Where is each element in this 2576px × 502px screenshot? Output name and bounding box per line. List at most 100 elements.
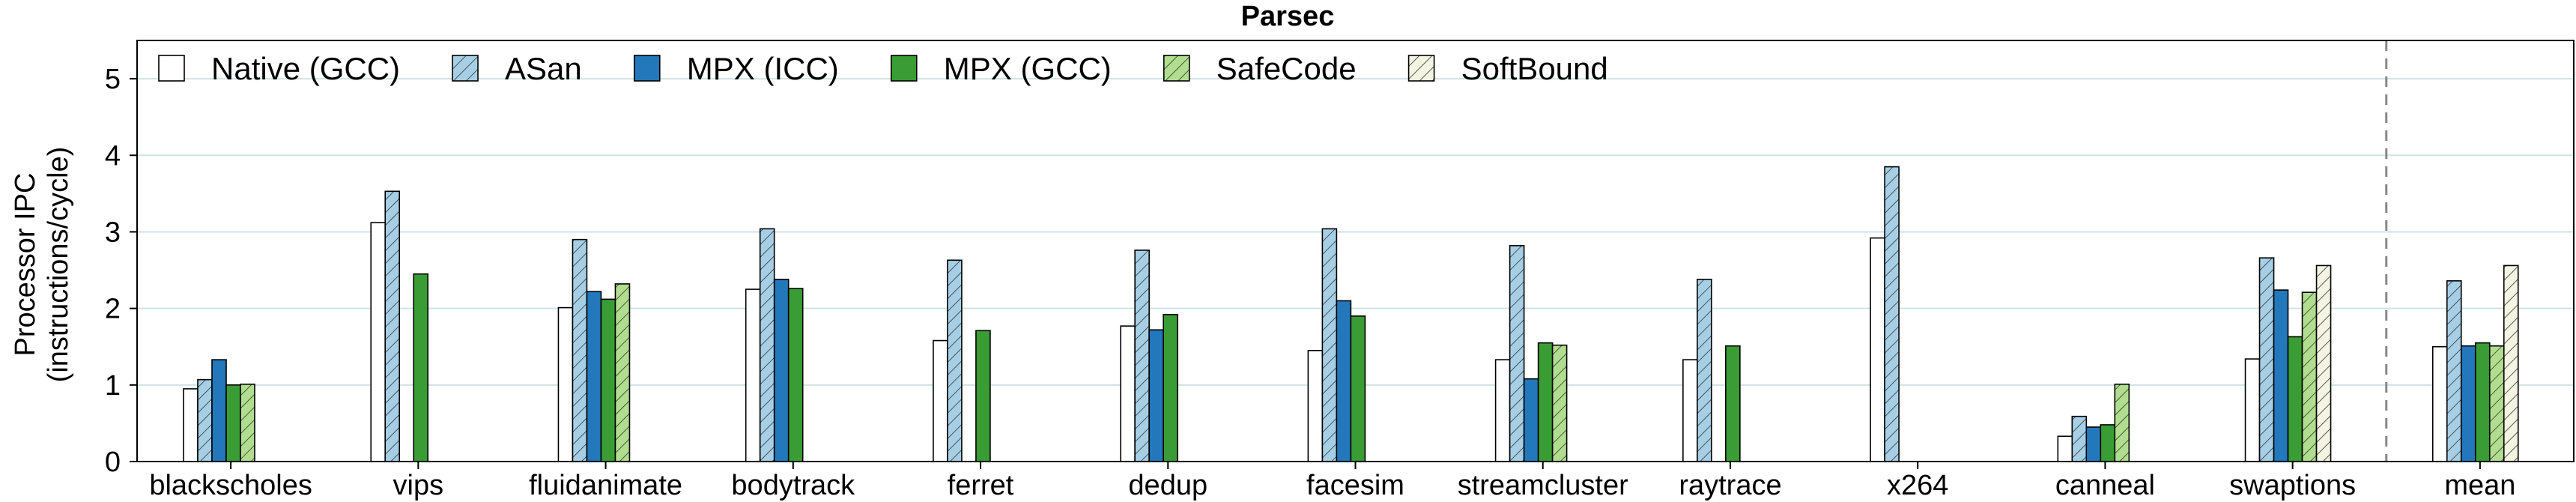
legend-item-mpx-icc: MPX (ICC) <box>633 51 839 86</box>
bar-facesim-native-gcc <box>1307 350 1324 462</box>
y-tick-label: 2 <box>105 294 121 325</box>
bar-mean-mpx-gcc <box>2474 342 2491 462</box>
bar-x264-asan <box>1884 166 1900 462</box>
x-tick-label: dedup <box>1128 470 1207 501</box>
bar-streamcluster-mpx-icc <box>1523 378 1539 462</box>
bar-vips-mpx-gcc <box>413 273 429 462</box>
bar-swaptions-asan <box>2258 257 2275 462</box>
bar-group-blackscholes <box>183 359 255 462</box>
bar-swaptions-mpx-icc <box>2273 289 2289 462</box>
bar-group-canneal <box>2057 383 2130 462</box>
legend-label: Native (GCC) <box>211 51 400 86</box>
legend-label: MPX (GCC) <box>944 51 1112 86</box>
bar-swaptions-safecode <box>2301 291 2318 462</box>
bar-canneal-asan <box>2071 415 2088 462</box>
y-tick-label: 5 <box>105 64 121 95</box>
x-tick-label: ferret <box>948 470 1014 501</box>
legend-item-native-gcc: Native (GCC) <box>158 51 400 86</box>
bar-mean-native-gcc <box>2431 345 2448 462</box>
bar-group-dedup <box>1120 250 1178 462</box>
bar-blackscholes-asan <box>197 378 213 462</box>
bar-fluidanimate-mpx-icc <box>586 291 602 462</box>
bar-group-x264 <box>1870 166 1900 462</box>
bar-bodytrack-mpx-icc <box>773 279 790 462</box>
bar-streamcluster-native-gcc <box>1494 359 1511 462</box>
legend-swatch <box>158 55 185 82</box>
x-tick-label: bodytrack <box>731 470 855 501</box>
y-tick-label: 1 <box>105 370 121 402</box>
y-axis-label-line2: (instructions/cycle) <box>43 147 74 383</box>
y-tick-label: 3 <box>105 217 121 248</box>
bar-group-swaptions <box>2244 257 2332 462</box>
bar-group-streamcluster <box>1494 245 1568 462</box>
bar-fluidanimate-native-gcc <box>557 306 574 462</box>
bar-bodytrack-asan <box>759 228 775 462</box>
legend-label: SafeCode <box>1216 51 1357 86</box>
bar-ferret-mpx-gcc <box>975 330 991 462</box>
bar-bodytrack-mpx-gcc <box>787 288 804 462</box>
y-axis-label: Processor IPC (instructions/cycle) <box>10 147 74 383</box>
bar-dedup-mpx-icc <box>1148 329 1164 462</box>
x-tick-label: x264 <box>1887 470 1948 501</box>
bar-blackscholes-mpx-icc <box>211 359 227 462</box>
bar-group-mean <box>2431 264 2519 462</box>
bar-group-facesim <box>1307 228 1366 462</box>
bar-fluidanimate-mpx-gcc <box>600 298 616 462</box>
legend-swatch <box>452 55 479 82</box>
x-tick-label: streamcluster <box>1458 470 1628 501</box>
y-tick-label: 0 <box>105 447 121 478</box>
y-axis-label-line1: Processor IPC <box>10 173 41 357</box>
bar-vips-asan <box>384 190 401 462</box>
bar-bodytrack-native-gcc <box>745 288 761 462</box>
bar-raytrace-mpx-gcc <box>1725 345 1741 462</box>
bar-vips-native-gcc <box>370 222 387 462</box>
bar-mean-asan <box>2446 280 2462 462</box>
plot-frame <box>136 40 2575 462</box>
bar-swaptions-mpx-gcc <box>2287 336 2303 462</box>
bar-dedup-native-gcc <box>1120 325 1136 462</box>
legend-swatch <box>1407 55 1435 82</box>
gridlines <box>137 78 2574 386</box>
bar-dedup-mpx-gcc <box>1163 314 1178 462</box>
bar-facesim-mpx-icc <box>1336 300 1352 462</box>
x-tick-label: raytrace <box>1679 470 1781 501</box>
bar-canneal-native-gcc <box>2057 435 2073 462</box>
bar-x264-native-gcc <box>1870 237 1885 462</box>
legend-item-safecode: SafeCode <box>1163 51 1357 86</box>
bar-group-raytrace <box>1682 279 1741 462</box>
bar-mean-safecode <box>2488 345 2505 462</box>
y-axis-ticks: 0 1 2 3 4 5 <box>105 64 137 478</box>
bar-raytrace-native-gcc <box>1682 359 1698 462</box>
bar-streamcluster-safecode <box>1551 344 1568 462</box>
bar-streamcluster-mpx-gcc <box>1537 342 1554 462</box>
bar-facesim-mpx-gcc <box>1350 315 1366 462</box>
bar-ferret-native-gcc <box>933 339 948 462</box>
x-axis-ticks: blackscholes vips fluidanimate bodytrack fer… <box>149 462 2515 501</box>
bar-streamcluster-asan <box>1509 245 1525 462</box>
x-tick-label: facesim <box>1306 470 1404 501</box>
bar-fluidanimate-safecode <box>614 283 631 462</box>
bar-swaptions-softbound <box>2315 264 2332 462</box>
bar-group-bodytrack <box>745 228 804 462</box>
legend: Native (GCC) ASan MPX (ICC) MPX (GCC) SafeCo… <box>158 51 1608 86</box>
bar-blackscholes-safecode <box>240 383 255 462</box>
bar-canneal-mpx-icc <box>2085 426 2102 462</box>
bar-raytrace-asan <box>1697 279 1712 462</box>
x-tick-label: mean <box>2444 470 2515 501</box>
x-tick-label: blackscholes <box>149 470 312 501</box>
bar-canneal-safecode <box>2114 383 2130 462</box>
bars <box>183 166 2519 462</box>
legend-swatch <box>890 55 918 82</box>
bar-swaptions-native-gcc <box>2244 358 2261 462</box>
chart-title: Parsec <box>1241 1 1335 32</box>
x-tick-label: vips <box>393 470 444 501</box>
x-tick-label: canneal <box>2055 470 2155 501</box>
x-tick-label: swaptions <box>2229 470 2356 501</box>
bar-mean-mpx-icc <box>2460 345 2476 462</box>
legend-item-softbound: SoftBound <box>1407 51 1608 86</box>
legend-label: MPX (ICC) <box>687 51 839 86</box>
legend-label: ASan <box>505 51 582 86</box>
bar-ferret-asan <box>947 259 963 462</box>
bar-group-fluidanimate <box>557 238 631 462</box>
